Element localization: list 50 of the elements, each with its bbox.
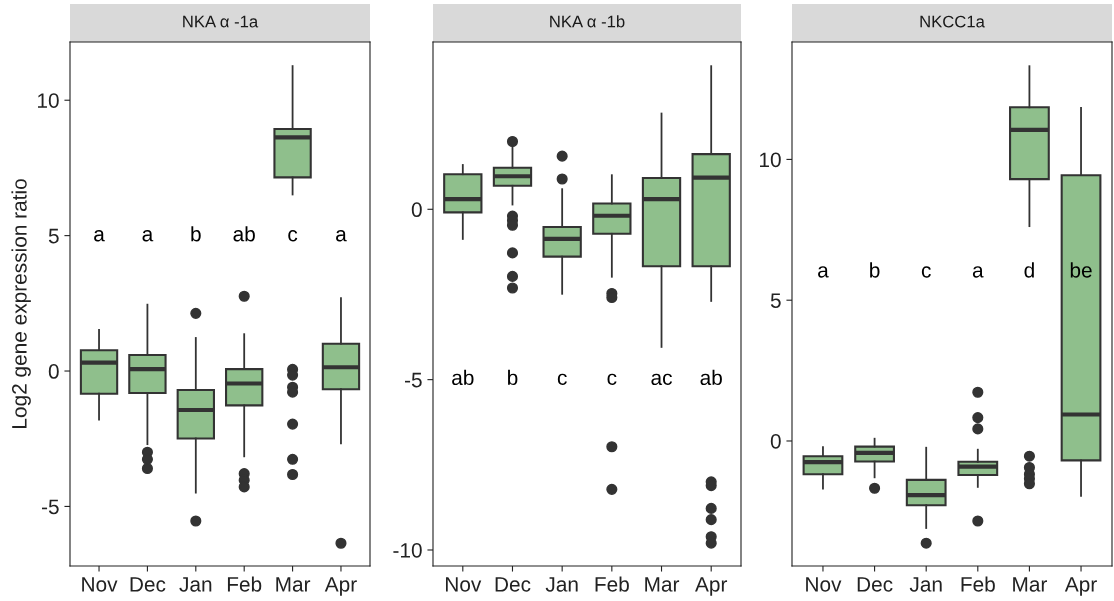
chart-title: NKA α -1b (550, 15, 625, 28)
x-tick-label: Jan (545, 577, 578, 592)
y-tick-label: 0 (48, 364, 59, 379)
x-tick-label: Apr (1064, 577, 1097, 596)
annotation: ac (651, 373, 672, 386)
annotation: a (818, 266, 829, 278)
annotation: ab (233, 226, 255, 242)
x-tick-label: Nov (806, 577, 842, 592)
x-tick-label: Feb (961, 576, 995, 592)
y-tick-label: 5 (770, 293, 781, 308)
x-tick-label: Jan (179, 577, 212, 592)
y-tick-label: -5 (41, 499, 59, 515)
annotation: b (870, 262, 880, 278)
y-tick-label: 10 (38, 93, 59, 108)
y-tick-label: 10 (760, 152, 781, 168)
x-tick-label: Nov (445, 577, 482, 592)
annotation: a (94, 230, 105, 242)
x-tick-label: Dec (130, 577, 166, 592)
chart-title: NKCC1a (920, 15, 985, 28)
annotation: c (921, 266, 931, 278)
x-tick-label: Apr (324, 577, 357, 596)
x-tick-label: Dec (857, 577, 893, 592)
annotation: be (1070, 262, 1092, 278)
x-tick-label: Mar (1013, 577, 1048, 592)
x-tick-label: Dec (495, 577, 531, 592)
annotation: c (607, 373, 617, 386)
x-tick-label: Nov (82, 577, 118, 592)
annotation: ab (700, 369, 722, 386)
y-tick-label: -10 (393, 542, 422, 558)
chart-title: NKA α -1a (183, 15, 259, 28)
annotation: b (191, 226, 201, 242)
annotation: d (1024, 262, 1034, 278)
x-tick-label: Apr (695, 577, 728, 596)
x-tick-label: Feb (595, 576, 629, 592)
annotation: c (557, 373, 567, 386)
x-tick-label: Feb (227, 576, 262, 592)
annotation: c (288, 230, 298, 242)
y-tick-label: 0 (770, 433, 781, 449)
x-tick-label: Jan (909, 577, 942, 592)
y-tick-label: -5 (404, 372, 422, 388)
annotation: b (508, 369, 518, 386)
annotation: a (336, 230, 347, 242)
y-axis-title: Log2 gene expression ratio (11, 179, 31, 428)
x-tick-label: Mar (276, 577, 311, 592)
y-tick-label: 0 (411, 202, 422, 218)
x-tick-label: Mar (645, 577, 680, 592)
annotation: a (972, 266, 984, 278)
y-tick-label: 5 (48, 228, 59, 244)
annotation: ab (452, 369, 474, 386)
annotation: a (142, 230, 154, 242)
